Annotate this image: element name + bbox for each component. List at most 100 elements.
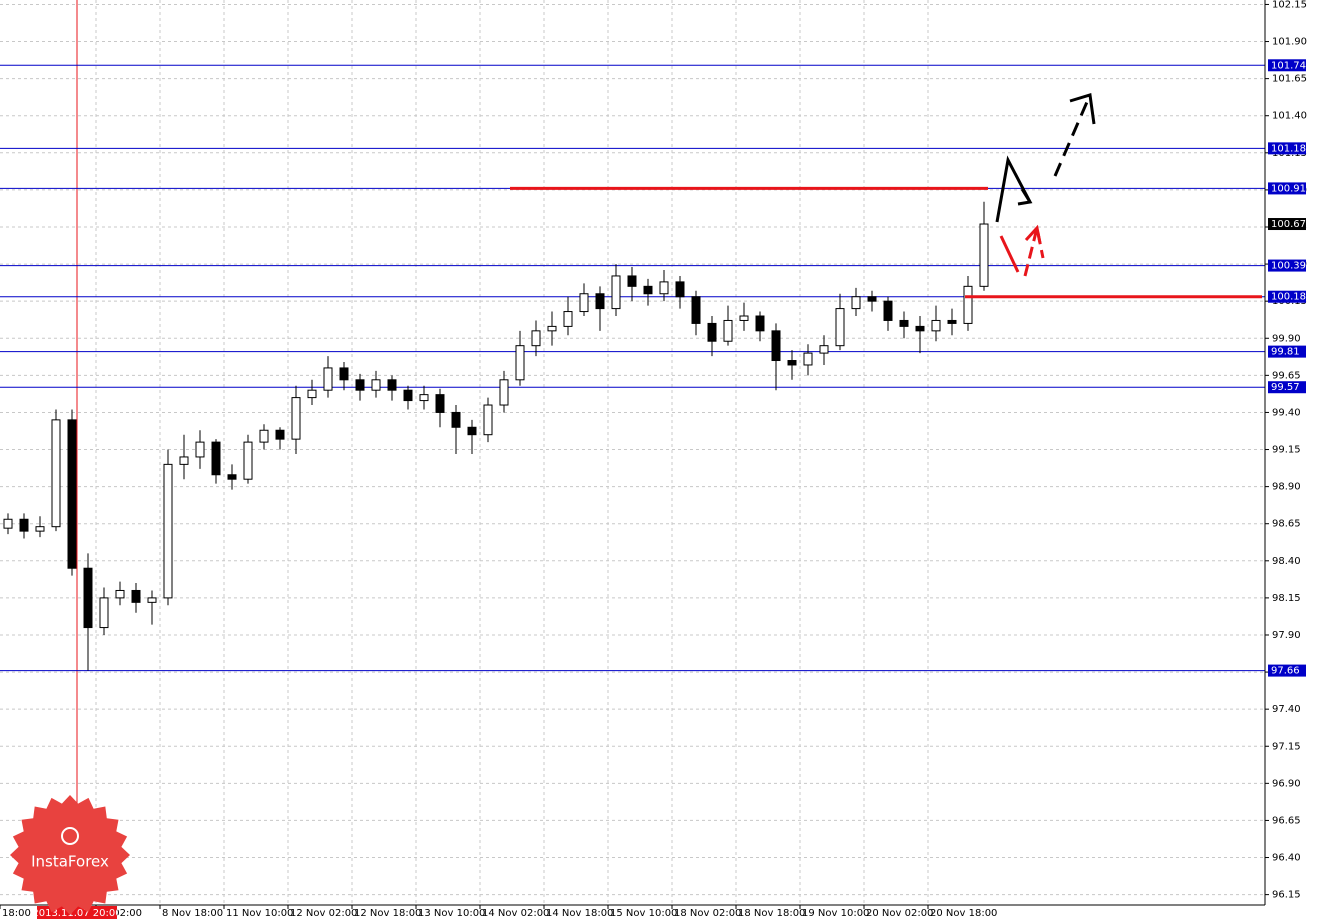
level-label: 100.91 xyxy=(1271,183,1306,194)
x-tick-label: 20 Nov 18:00 xyxy=(930,908,997,919)
candle-body xyxy=(355,379,365,391)
x-tick-label: 15 Nov 10:00 xyxy=(610,908,677,919)
candle-body xyxy=(851,296,861,310)
x-tick-label: 20 Nov 02:00 xyxy=(866,908,933,919)
level-label-box xyxy=(1268,290,1306,303)
arrow-head xyxy=(1069,93,1096,125)
candle-body xyxy=(499,379,509,406)
candle-body xyxy=(579,293,589,313)
logo-text: InstaForex xyxy=(31,853,109,871)
candle-body xyxy=(931,319,941,332)
x-tick-label: 19 Nov 10:00 xyxy=(802,908,869,919)
candle-body xyxy=(419,394,429,402)
y-tick-label: 101.65 xyxy=(1272,74,1307,85)
level-label: 99.81 xyxy=(1271,347,1300,358)
level-label-box xyxy=(1268,664,1306,677)
level-label-box xyxy=(1268,345,1306,358)
x-tick-label: ov 02:00 xyxy=(98,908,142,919)
candle-body xyxy=(771,330,781,362)
candle-body xyxy=(19,518,29,532)
candle-body xyxy=(547,325,557,332)
arrow-head xyxy=(1024,224,1042,244)
x-tick-label: 14 Nov 02:00 xyxy=(482,908,549,919)
candle-body xyxy=(467,426,477,436)
y-tick-label: 99.65 xyxy=(1272,370,1301,381)
x-tick-label: 18 Nov 18:00 xyxy=(738,908,805,919)
candle-body xyxy=(259,429,269,443)
candle-body xyxy=(99,597,109,629)
level-label: 101.18 xyxy=(1271,143,1306,154)
level-label-box xyxy=(1268,259,1306,272)
candle-body xyxy=(147,597,157,603)
logo: InstaForex xyxy=(10,795,130,915)
candle-body xyxy=(195,441,205,458)
y-tick-label: 96.15 xyxy=(1272,890,1301,901)
candle-body xyxy=(883,300,893,321)
candle-body xyxy=(403,389,413,402)
candle-body xyxy=(803,352,813,366)
x-tick-label: 13 Nov 10:00 xyxy=(418,908,485,919)
arrow-head xyxy=(1017,188,1033,206)
y-tick-label: 102.15 xyxy=(1272,0,1307,10)
x-tick-label: 11 Nov 10:00 xyxy=(226,908,293,919)
price-label: 100.67 xyxy=(1271,219,1306,230)
y-tick-label: 101.40 xyxy=(1272,111,1307,122)
y-tick-label: 99.15 xyxy=(1272,445,1301,456)
candle-body xyxy=(595,293,605,310)
candle-body xyxy=(451,411,461,428)
level-label: 97.66 xyxy=(1271,666,1300,677)
candle-body xyxy=(435,394,445,413)
candle-body xyxy=(835,308,845,347)
candle-body xyxy=(179,456,189,465)
candle-body xyxy=(371,379,381,391)
forecast-arrow xyxy=(1053,94,1092,177)
candle-body xyxy=(483,404,493,436)
candle-body xyxy=(291,397,301,440)
candle-body xyxy=(707,322,717,342)
price-label-box xyxy=(1268,218,1306,231)
candle-body xyxy=(915,325,925,332)
y-tick-label: 96.40 xyxy=(1272,853,1301,864)
candle-body xyxy=(755,315,765,332)
candle-body xyxy=(819,345,829,354)
level-label: 101.74 xyxy=(1271,60,1306,71)
level-label: 99.57 xyxy=(1271,382,1300,393)
logo-badge xyxy=(10,795,130,915)
level-label-box xyxy=(1268,59,1306,72)
level-label: 100.18 xyxy=(1271,292,1306,303)
x-tick-label: 12 Nov 18:00 xyxy=(354,908,421,919)
level-label-box xyxy=(1268,182,1306,195)
x-tick-label: 14 Nov 18:00 xyxy=(546,908,613,919)
x-tick-label: 8 Nov 18:00 xyxy=(162,908,223,919)
forecast-arrow xyxy=(995,155,1032,223)
candle-body xyxy=(67,419,77,569)
y-tick-label: 97.40 xyxy=(1272,704,1301,715)
candle-body xyxy=(787,360,797,366)
y-tick-label: 99.90 xyxy=(1272,333,1301,344)
candle-body xyxy=(227,474,237,480)
candle-body xyxy=(611,275,621,310)
y-tick-label: 96.90 xyxy=(1272,778,1301,789)
level-label-box xyxy=(1268,381,1306,394)
candle-body xyxy=(243,441,253,480)
y-tick-label: 98.90 xyxy=(1272,482,1301,493)
candle-body xyxy=(531,330,541,347)
candle-body xyxy=(115,589,125,599)
y-tick-label: 97.15 xyxy=(1272,741,1301,752)
candle-body xyxy=(659,281,669,295)
candle-body xyxy=(211,441,221,476)
candle-body xyxy=(339,367,349,381)
candle-body xyxy=(3,518,13,529)
candle-body xyxy=(563,311,573,327)
candle-body xyxy=(899,319,909,327)
candle-body xyxy=(979,223,989,287)
candle-body xyxy=(515,345,525,381)
candle-body xyxy=(867,296,877,302)
date-label: 2013.11.07 20:00 xyxy=(32,908,121,919)
candle-body xyxy=(35,526,45,532)
candle-body xyxy=(163,463,173,599)
candle-body xyxy=(323,367,333,391)
y-tick-label: 99.40 xyxy=(1272,407,1301,418)
date-label-box xyxy=(37,906,117,919)
